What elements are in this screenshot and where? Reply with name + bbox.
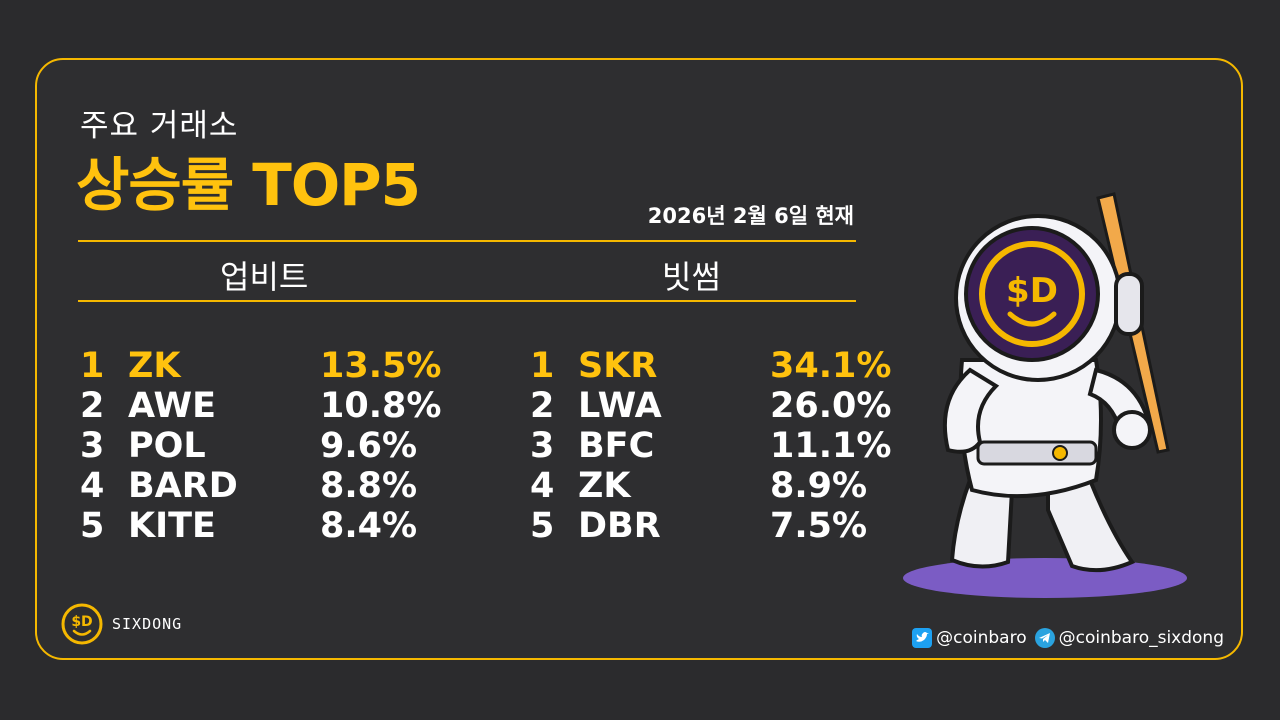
visor-coin-ring	[979, 241, 1085, 347]
coin-symbol: DBR	[578, 506, 661, 546]
divider-bottom	[78, 300, 856, 302]
rank-number: 5	[80, 506, 105, 546]
helmet-visor	[964, 226, 1100, 362]
change-percent: 10.8%	[320, 386, 442, 426]
brand-footer: $D SIXDONG	[60, 602, 182, 646]
rank-number: 1	[530, 346, 555, 386]
change-percent: 8.9%	[770, 466, 868, 506]
change-percent: 34.1%	[770, 346, 892, 386]
coin-symbol: ZK	[128, 346, 181, 386]
change-percent: 7.5%	[770, 506, 868, 546]
rank-number: 5	[530, 506, 555, 546]
change-percent: 26.0%	[770, 386, 892, 426]
rank-number: 2	[530, 386, 555, 426]
astronaut-mascot-illustration: $D	[903, 192, 1187, 598]
exchange-name-upbit: 업비트	[220, 258, 309, 296]
rank-number: 3	[80, 426, 105, 466]
coin-symbol: BFC	[578, 426, 655, 466]
helmet-ear-piece	[1114, 272, 1144, 336]
twitter-icon	[912, 628, 933, 648]
rank-number: 3	[530, 426, 555, 466]
mascot-hand	[1112, 410, 1152, 450]
brand-name: SIXDONG	[112, 615, 183, 633]
svg-text:$D: $D	[71, 614, 92, 630]
visor-logo-text: $D	[1006, 271, 1058, 311]
mascot-left-arm	[942, 367, 1000, 454]
telegram-handle-link[interactable]: @coinbaro_sixdong	[1058, 628, 1224, 648]
coin-symbol: POL	[128, 426, 206, 466]
sixdong-logo-icon: $D	[61, 603, 103, 645]
visor-smile-icon	[1007, 311, 1057, 327]
coin-symbol: KITE	[128, 506, 216, 546]
change-percent: 11.1%	[770, 426, 892, 466]
mascot-right-leg	[1046, 478, 1136, 573]
coin-symbol: BARD	[128, 466, 238, 506]
belt-buckle-icon	[1052, 445, 1068, 461]
coin-symbol: SKR	[578, 346, 658, 386]
rank-number: 4	[530, 466, 555, 506]
change-percent: 13.5%	[320, 346, 442, 386]
mascot-shadow	[903, 558, 1187, 598]
mascot-left-leg	[949, 477, 1015, 569]
social-links: @coinbaro @coinbaro_sixdong	[906, 628, 1224, 648]
change-percent: 8.4%	[320, 506, 418, 546]
rank-number: 1	[80, 346, 105, 386]
page-subtitle: 주요 거래소	[80, 108, 239, 144]
date-label: 2026년 2월 6일 현재	[647, 204, 854, 228]
mascot-belt	[976, 440, 1098, 466]
change-percent: 9.6%	[320, 426, 418, 466]
rank-number: 4	[80, 466, 105, 506]
twitter-handle-link[interactable]: @coinbaro	[936, 628, 1027, 648]
change-percent: 8.8%	[320, 466, 418, 506]
coin-symbol: AWE	[128, 386, 217, 426]
rank-number: 2	[80, 386, 105, 426]
divider-top	[78, 240, 856, 242]
coin-symbol: ZK	[578, 466, 631, 506]
exchange-name-bithumb: 빗썸	[662, 258, 721, 296]
page-title: 상승률 TOP5	[76, 151, 421, 219]
telegram-icon	[1034, 628, 1055, 648]
coin-symbol: LWA	[578, 386, 662, 426]
